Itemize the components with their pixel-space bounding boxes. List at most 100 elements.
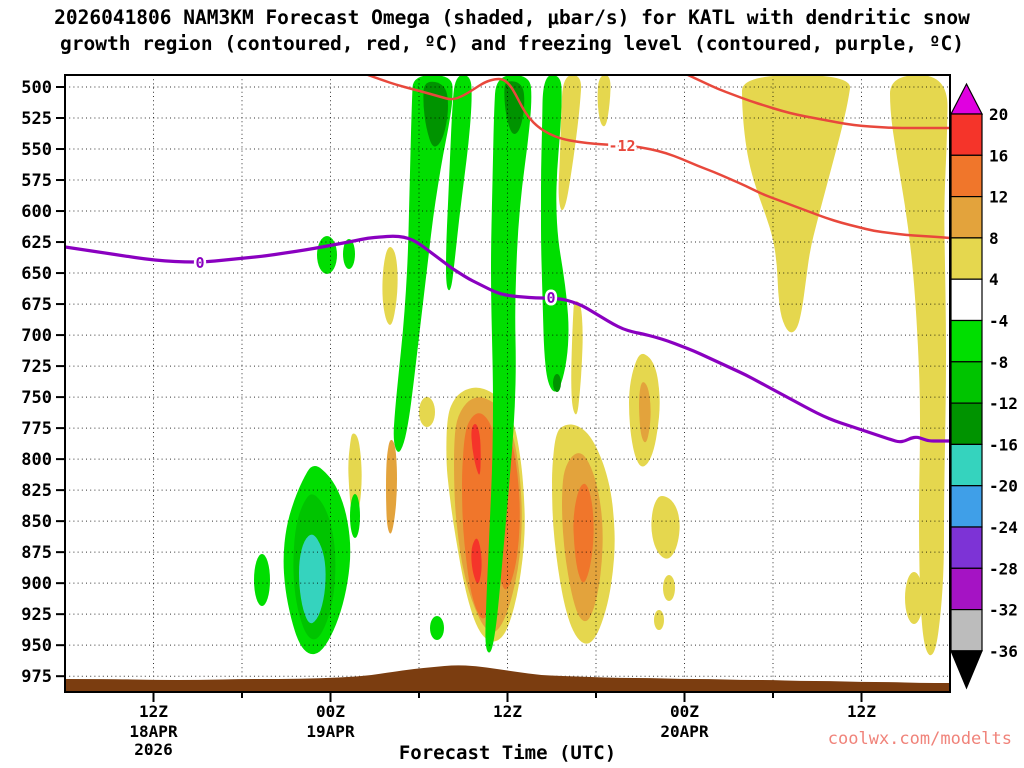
omega-region(4..8)	[419, 397, 435, 427]
contour-label-dendritic-minus12: -12	[608, 137, 635, 155]
colorbar-label: -36	[989, 642, 1018, 661]
colorbar-segment-gray	[950, 608, 983, 652]
omega-region(4..8)	[742, 75, 851, 333]
omega-region(4..8)	[571, 301, 583, 415]
y-tick-label: 925	[21, 605, 52, 625]
colorbar-label: -12	[989, 394, 1018, 413]
colorbar-label: -28	[989, 559, 1018, 578]
colorbar-label: 4	[989, 270, 999, 289]
y-tick-label: 850	[21, 512, 52, 532]
x-axis-title: Forecast Time (UTC)	[398, 742, 617, 764]
colorbar-label: -16	[989, 435, 1018, 454]
colorbar-label: 20	[989, 105, 1008, 124]
chart-title-line2: growth region (contoured, red, ºC) and f…	[60, 32, 964, 55]
omega-region(8..12)	[639, 382, 651, 443]
omega-region(-8..-4)	[393, 75, 453, 452]
y-tick-label: 800	[21, 450, 52, 470]
omega-region(4..8)	[382, 247, 398, 325]
y-tick-label: 550	[21, 140, 52, 160]
omega-region(-8..-4)	[343, 239, 355, 269]
colorbar-segment-purple2	[950, 567, 983, 611]
colorbar-label: -32	[989, 601, 1018, 620]
omega-region(4..8)	[890, 75, 948, 656]
omega-region(-8..-4)	[446, 75, 472, 291]
omega-region(-8..-4)	[350, 494, 360, 538]
omega-region(-8..-4)	[254, 554, 270, 606]
colorbar-segment-red	[950, 113, 983, 156]
omega-region(16..20)	[471, 424, 481, 475]
chart-title: 2026041806 NAM3KM Forecast Omega (shaded…	[0, 5, 1024, 57]
colorbar-label: 16	[989, 146, 1008, 165]
omega-region(16..20)	[471, 538, 482, 584]
x-tick-label: 12Z	[139, 702, 168, 721]
contour-label-freezing-level: 0	[195, 254, 204, 272]
colorbar-segment-gold	[950, 196, 983, 239]
y-tick-label: 750	[21, 388, 52, 408]
y-tick-label: 875	[21, 543, 52, 563]
x-tick-label: 00Z	[670, 702, 699, 721]
contour-dendritic-upper	[686, 75, 950, 130]
contour-dendritic-minus12	[366, 75, 950, 240]
x-date-label: 19APR	[306, 722, 355, 741]
y-tick-label: 500	[21, 78, 52, 98]
watermark-link[interactable]: coolwx.com/modelts	[827, 729, 1012, 749]
colorbar-label: 12	[989, 188, 1008, 207]
omega-region(4..8)	[348, 433, 362, 518]
y-tick-label: 725	[21, 357, 52, 377]
y-axis: 500 525 550 575 600 625 650 675 700 725 750 775 800 8…	[21, 78, 65, 687]
y-tick-label: 975	[21, 667, 52, 687]
y-tick-label: 675	[21, 295, 52, 315]
omega-region(4..8)	[905, 572, 923, 624]
omega-region(-8..-4)	[430, 616, 444, 640]
colorbar-segment-green1	[950, 319, 983, 363]
colorbar-segment-green2	[950, 361, 983, 404]
x-tick-label: 12Z	[493, 702, 522, 721]
y-tick-label: 625	[21, 233, 52, 253]
colorbar-bottom-arrow	[950, 650, 983, 690]
omega-shading	[254, 75, 948, 656]
x-date-label: 18APR	[129, 722, 178, 741]
omega-region(4..8)	[558, 75, 582, 211]
chart-title-line1: 2026041806 NAM3KM Forecast Omega (shaded…	[54, 6, 970, 29]
terrain-surface	[65, 665, 950, 692]
colorbar-label: 8	[989, 229, 999, 248]
colorbar-segment-orange	[950, 154, 983, 198]
omega-region(8..12)	[386, 439, 397, 534]
omega-region(4..8)	[651, 496, 680, 559]
omega-region(-20..-16)	[299, 534, 326, 624]
omega-region(12..16)	[573, 483, 594, 583]
omega-region(-8..-4)	[485, 75, 532, 653]
colorbar-segment-white	[950, 278, 983, 322]
y-tick-label: 650	[21, 264, 52, 284]
y-tick-label: 600	[21, 202, 52, 222]
omega-region(-16..-12)	[553, 374, 561, 392]
colorbar-top-arrow	[950, 82, 983, 115]
colorbar-label: -4	[989, 312, 1008, 331]
contour-freezing-level	[65, 234, 950, 444]
y-tick-label: 525	[21, 109, 52, 129]
colorbar-label: -8	[989, 353, 1008, 372]
gridlines	[65, 75, 950, 692]
colorbar-label: -20	[989, 477, 1018, 496]
x-date-label: 20APR	[660, 722, 709, 741]
y-tick-label: 575	[21, 171, 52, 191]
colorbar-segment-purple1	[950, 526, 983, 569]
colorbar-segment-green3	[950, 402, 983, 446]
omega-region(4..8)	[654, 610, 664, 630]
colorbar-segment-cyan	[950, 443, 983, 487]
y-tick-label: 825	[21, 481, 52, 501]
omega-region(4..8)	[663, 575, 675, 601]
colorbar-segment-blue	[950, 485, 983, 528]
contour-label-freezing-level: 0	[546, 289, 555, 307]
y-tick-label: 775	[21, 419, 52, 439]
y-tick-label: 900	[21, 574, 52, 594]
omega-region(-16..-12)	[504, 81, 525, 134]
omega-region(4..8)	[597, 75, 611, 127]
x-tick-label: 12Z	[847, 702, 876, 721]
colorbar-segment-yellow	[950, 237, 983, 280]
y-tick-label: 950	[21, 636, 52, 656]
omega-region(-8..-4)	[541, 75, 569, 392]
